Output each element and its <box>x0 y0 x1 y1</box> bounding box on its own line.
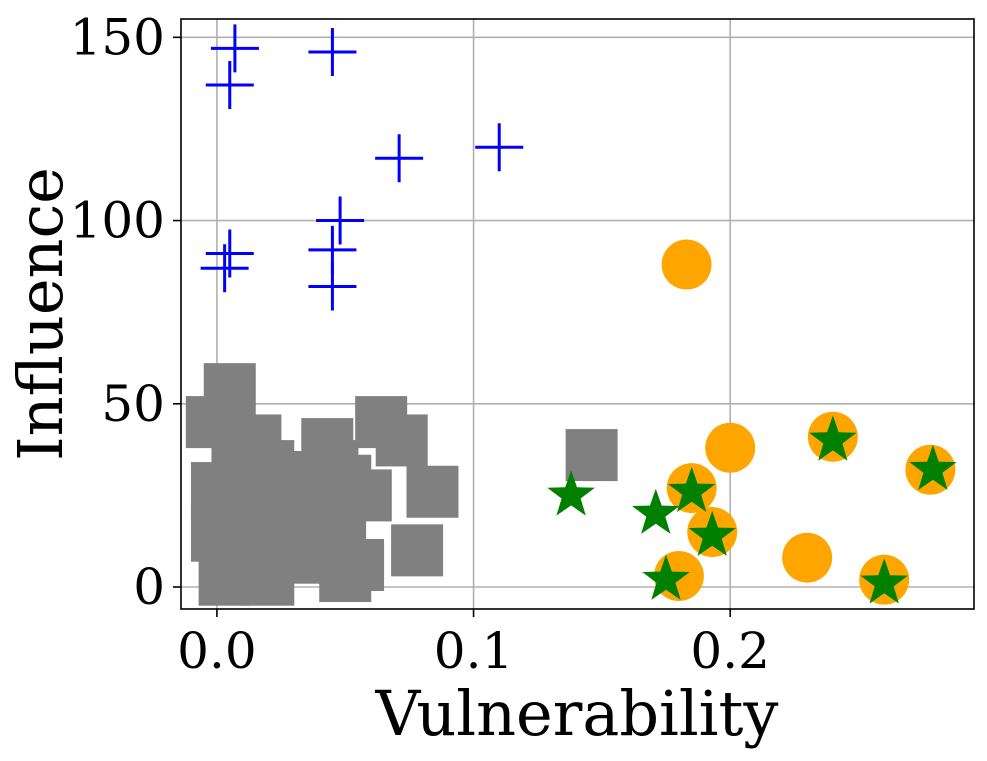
y-tick-label: 150 <box>70 8 165 66</box>
series-plus <box>200 24 524 311</box>
x-tick-label: 0.0 <box>177 622 257 680</box>
circle-point <box>705 422 756 473</box>
y-axis-title: Influence <box>4 167 77 461</box>
star-point <box>667 466 716 512</box>
plus-point <box>200 244 249 293</box>
y-tick-label: 0 <box>133 558 165 616</box>
star-point <box>809 415 857 461</box>
star-point <box>632 488 680 534</box>
star-point <box>909 444 957 490</box>
series-square <box>185 363 618 606</box>
plus-point <box>375 134 424 183</box>
axes-frame <box>180 18 975 610</box>
x-tick-label: 0.2 <box>690 622 770 680</box>
square-point <box>375 414 428 467</box>
circle-point <box>782 532 833 583</box>
plus-point <box>308 27 357 76</box>
x-tick-label: 0.1 <box>434 622 514 680</box>
star-point <box>688 510 736 556</box>
circle-point <box>661 239 712 290</box>
x-axis-title: Vulnerability <box>375 677 779 750</box>
square-point <box>288 451 341 504</box>
square-point <box>332 539 385 592</box>
series-star <box>547 415 957 604</box>
square-point <box>406 465 459 518</box>
square-point <box>198 553 251 606</box>
star-point <box>642 554 690 600</box>
square-point <box>391 524 444 577</box>
plus-point <box>475 123 524 172</box>
ticks <box>173 36 731 617</box>
grid <box>181 19 974 609</box>
y-tick-label: 100 <box>70 192 165 250</box>
plus-point <box>308 262 357 311</box>
plus-point <box>205 60 254 109</box>
star-point <box>860 558 908 604</box>
star-point <box>547 470 595 516</box>
plot-area <box>185 24 957 606</box>
plus-point <box>316 196 365 245</box>
square-point <box>565 429 618 482</box>
plus-point <box>210 24 259 73</box>
y-tick-label: 50 <box>101 375 165 433</box>
